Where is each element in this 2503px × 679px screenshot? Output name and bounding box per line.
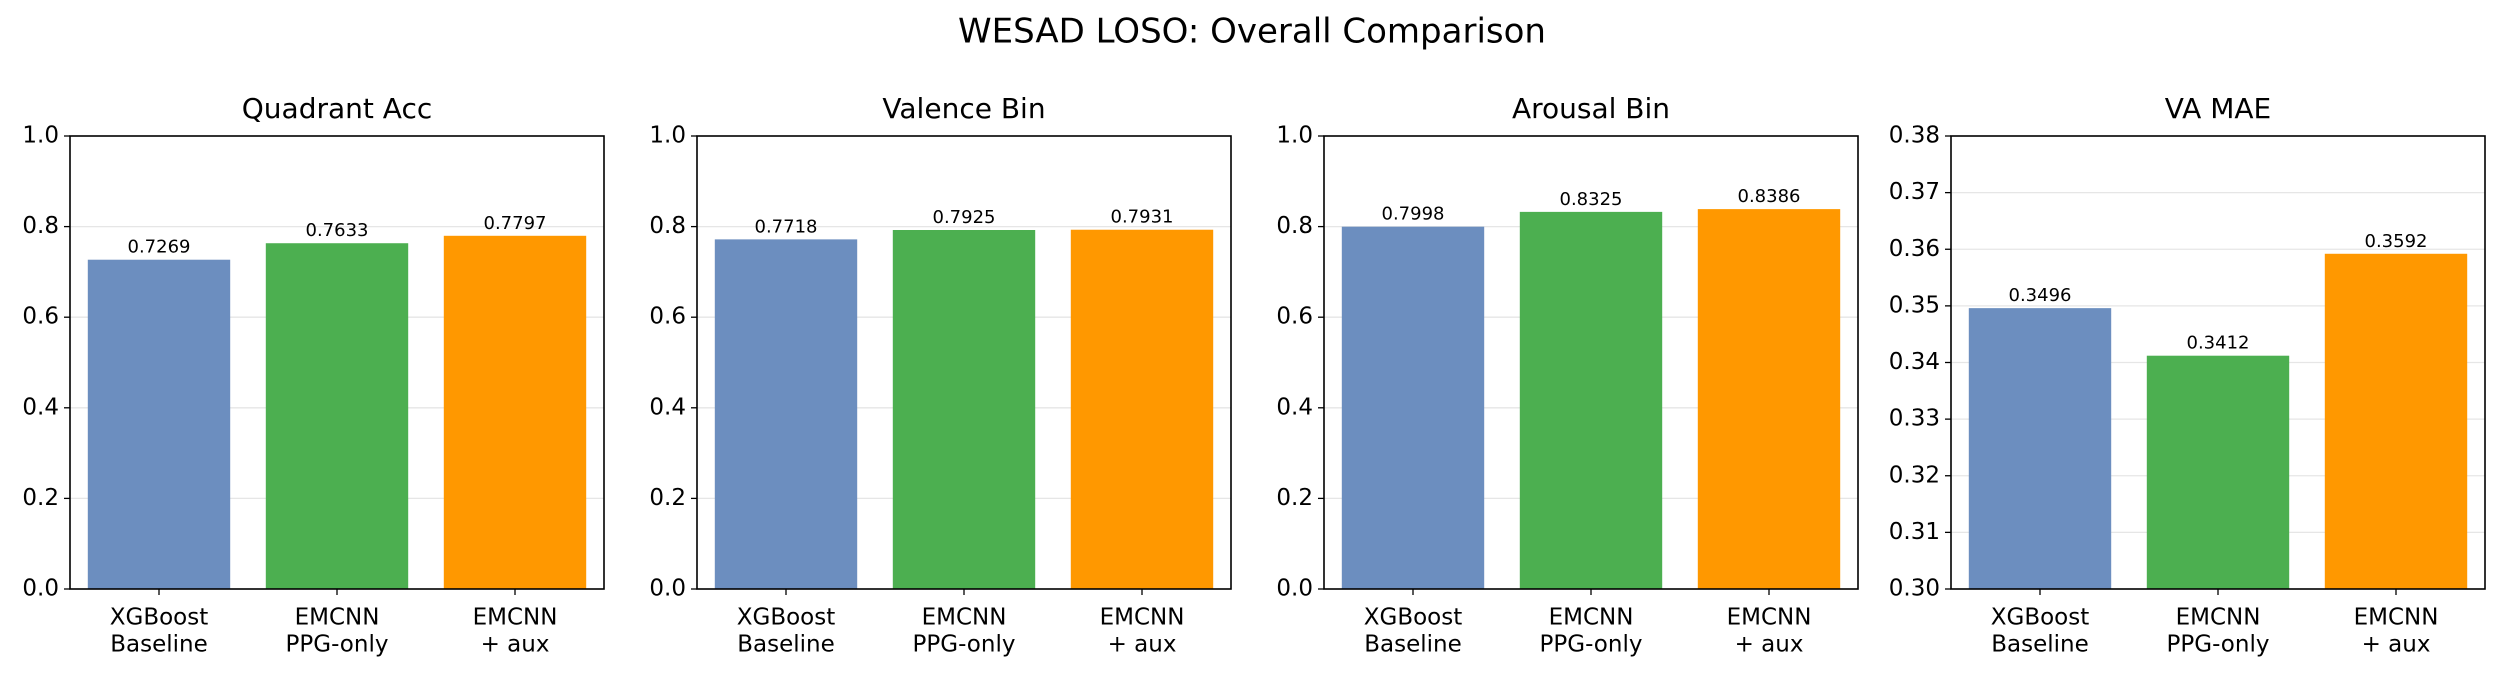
figure-title: WESAD LOSO: Overall Comparison — [958, 12, 1546, 52]
x-tick-label: Baseline — [110, 632, 208, 658]
y-tick-label: 0.8 — [22, 213, 59, 239]
value-label: 0.7998 — [1382, 204, 1445, 225]
bar — [265, 243, 409, 589]
y-tick-label: 1.0 — [22, 123, 59, 149]
y-tick-label: 0.37 — [1889, 179, 1940, 205]
value-label: 0.7931 — [1111, 207, 1174, 228]
bar — [1341, 226, 1485, 589]
x-tick-label: XGBoost — [1364, 605, 1463, 631]
y-tick-label: 0.4 — [22, 394, 59, 420]
x-tick-label: EMCNN — [2354, 605, 2439, 631]
y-tick-label: 0.0 — [1276, 576, 1313, 602]
y-tick-label: 0.4 — [1276, 394, 1313, 420]
y-tick-label: 0.0 — [22, 576, 59, 602]
x-tick-label: EMCNN — [1727, 605, 1812, 631]
value-label: 0.7797 — [484, 213, 547, 234]
x-tick-label: XGBoost — [1991, 605, 2090, 631]
x-tick-label: PPG-only — [913, 632, 1016, 658]
value-label: 0.3412 — [2187, 333, 2250, 354]
x-tick-label: + aux — [2362, 632, 2431, 658]
x-tick-label: Baseline — [1364, 632, 1462, 658]
axes-frame — [1323, 135, 1859, 590]
y-tick-label: 1.0 — [1276, 123, 1313, 149]
bar — [1968, 308, 2112, 589]
value-label: 0.7925 — [933, 207, 996, 228]
value-label: 0.7718 — [755, 216, 818, 237]
y-tick-label: 0.2 — [649, 485, 686, 511]
x-tick-label: XGBoost — [110, 605, 209, 631]
bar — [2324, 253, 2468, 589]
y-tick-label: 0.35 — [1889, 292, 1940, 318]
bar — [714, 239, 858, 589]
y-tick-label: 0.6 — [649, 304, 686, 330]
x-tick-label: EMCNN — [473, 605, 558, 631]
bar — [87, 259, 231, 589]
x-tick-label: XGBoost — [737, 605, 836, 631]
axes-frame — [696, 135, 1232, 590]
y-tick-label: 0.8 — [649, 213, 686, 239]
subplot-title: VA MAE — [2165, 92, 2271, 125]
y-tick-label: 0.30 — [1889, 576, 1940, 602]
x-tick-label: Baseline — [1991, 632, 2089, 658]
bar — [892, 229, 1036, 589]
x-tick-label: + aux — [1735, 632, 1804, 658]
y-tick-label: 0.6 — [22, 304, 59, 330]
value-label: 0.8325 — [1560, 189, 1623, 210]
y-tick-label: 0.8 — [1276, 213, 1313, 239]
y-tick-label: 0.31 — [1889, 519, 1940, 545]
x-tick-label: EMCNN — [2176, 605, 2261, 631]
x-tick-label: EMCNN — [295, 605, 380, 631]
x-tick-label: PPG-only — [286, 632, 389, 658]
y-tick-label: 0.6 — [1276, 304, 1313, 330]
subplot-title: Quadrant Acc — [242, 92, 432, 125]
bar — [1519, 211, 1663, 589]
value-label: 0.7633 — [306, 220, 369, 241]
y-tick-label: 0.2 — [22, 485, 59, 511]
x-tick-label: PPG-only — [1540, 632, 1643, 658]
value-label: 0.8386 — [1738, 186, 1801, 207]
axes-frame — [1950, 135, 2486, 590]
y-tick-label: 0.38 — [1889, 123, 1940, 149]
bar — [1070, 229, 1214, 589]
y-tick-label: 0.0 — [649, 576, 686, 602]
value-label: 0.3496 — [2009, 285, 2072, 306]
x-tick-label: EMCNN — [1100, 605, 1185, 631]
x-tick-label: PPG-only — [2167, 632, 2270, 658]
x-tick-label: EMCNN — [1549, 605, 1634, 631]
y-tick-label: 0.2 — [1276, 485, 1313, 511]
axes-frame — [69, 135, 605, 590]
y-tick-label: 0.33 — [1889, 406, 1940, 432]
y-tick-label: 0.36 — [1889, 236, 1940, 262]
bar — [443, 235, 587, 589]
x-tick-label: + aux — [1108, 632, 1177, 658]
y-tick-label: 0.34 — [1889, 349, 1940, 375]
value-label: 0.7269 — [128, 237, 191, 258]
x-tick-label: Baseline — [737, 632, 835, 658]
x-tick-label: EMCNN — [922, 605, 1007, 631]
bar — [2146, 355, 2290, 589]
bar — [1697, 209, 1841, 589]
y-tick-label: 0.4 — [649, 394, 686, 420]
y-tick-label: 1.0 — [649, 123, 686, 149]
value-label: 0.3592 — [2365, 231, 2428, 252]
subplot-title: Valence Bin — [882, 92, 1045, 125]
x-tick-label: + aux — [481, 632, 550, 658]
y-tick-label: 0.32 — [1889, 462, 1940, 488]
subplot-title: Arousal Bin — [1512, 92, 1670, 125]
